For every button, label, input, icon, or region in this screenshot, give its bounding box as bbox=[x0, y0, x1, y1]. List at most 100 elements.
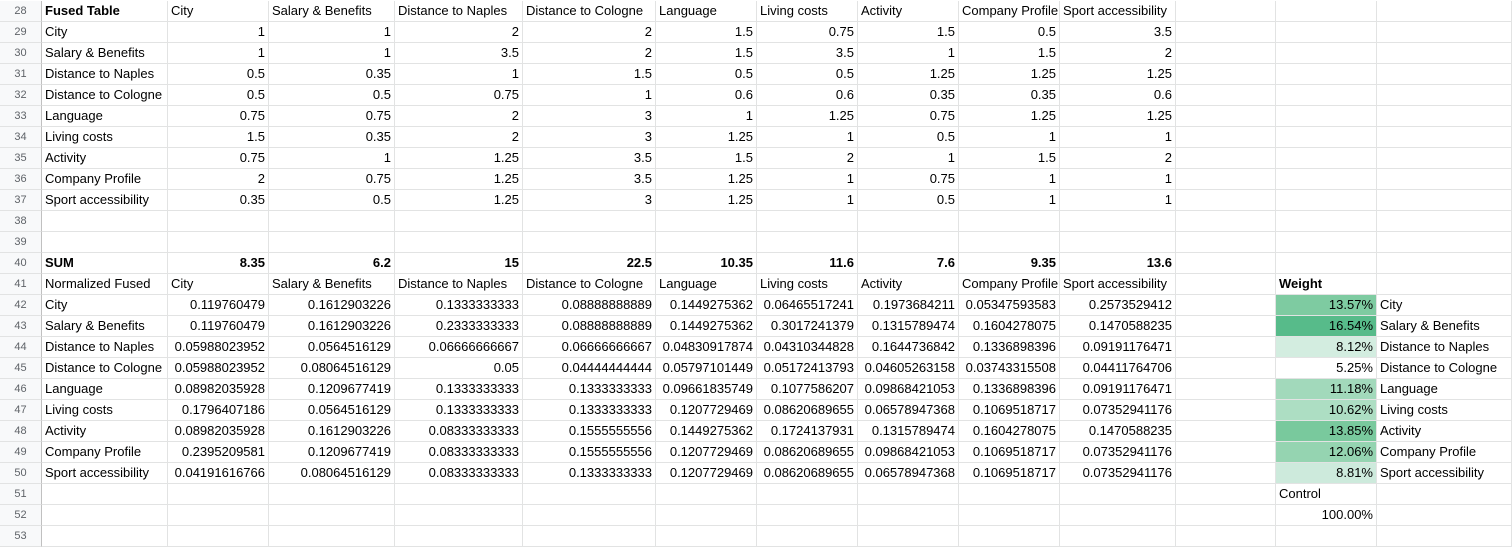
cell[interactable]: 2 bbox=[1060, 148, 1176, 169]
cell[interactable]: 0.1333333333 bbox=[395, 295, 523, 316]
cell[interactable]: Distance to Cologne bbox=[42, 85, 168, 106]
cell[interactable]: 7.6 bbox=[858, 253, 959, 274]
cell[interactable]: 16.54% bbox=[1276, 316, 1377, 337]
cell[interactable]: 0.2333333333 bbox=[395, 316, 523, 337]
cell[interactable]: 0.1069518717 bbox=[959, 442, 1060, 463]
cell[interactable] bbox=[757, 526, 858, 547]
cell[interactable]: 0.75 bbox=[757, 22, 858, 43]
cell[interactable] bbox=[1176, 316, 1276, 337]
cell[interactable]: 0.5 bbox=[858, 190, 959, 211]
cell[interactable]: 9.35 bbox=[959, 253, 1060, 274]
cell[interactable]: Language bbox=[1377, 379, 1512, 400]
cell[interactable] bbox=[656, 526, 757, 547]
cell[interactable] bbox=[395, 505, 523, 526]
cell[interactable] bbox=[395, 484, 523, 505]
row-header[interactable]: 50 bbox=[0, 463, 42, 484]
cell[interactable]: 12.06% bbox=[1276, 442, 1377, 463]
cell[interactable]: 0.1470588235 bbox=[1060, 421, 1176, 442]
row-header[interactable]: 34 bbox=[0, 127, 42, 148]
cell[interactable]: 1.25 bbox=[656, 169, 757, 190]
cell[interactable] bbox=[1176, 64, 1276, 85]
cell[interactable] bbox=[1176, 505, 1276, 526]
cell[interactable]: Sport accessibility bbox=[42, 190, 168, 211]
cell[interactable]: 15 bbox=[395, 253, 523, 274]
cell[interactable] bbox=[1176, 421, 1276, 442]
cell[interactable]: 0.1449275362 bbox=[656, 295, 757, 316]
cell[interactable]: 0.1555555556 bbox=[523, 421, 656, 442]
cell[interactable]: 3.5 bbox=[1060, 22, 1176, 43]
cell[interactable] bbox=[168, 211, 269, 232]
cell[interactable]: 0.75 bbox=[168, 148, 269, 169]
cell[interactable]: 2 bbox=[395, 127, 523, 148]
cell[interactable] bbox=[1377, 1, 1512, 22]
cell[interactable]: 0.1207729469 bbox=[656, 442, 757, 463]
cell[interactable]: 0.04830917874 bbox=[656, 337, 757, 358]
cell[interactable]: City bbox=[168, 274, 269, 295]
cell[interactable]: 0.04411764706 bbox=[1060, 358, 1176, 379]
cell[interactable] bbox=[1276, 127, 1377, 148]
cell[interactable]: 0.08888888889 bbox=[523, 316, 656, 337]
cell[interactable]: Distance to Naples bbox=[395, 274, 523, 295]
cell[interactable]: Sport accessibility bbox=[1060, 274, 1176, 295]
cell[interactable]: 0.0564516129 bbox=[269, 400, 395, 421]
cell[interactable]: Distance to Naples bbox=[1377, 337, 1512, 358]
cell[interactable]: 0.09868421053 bbox=[858, 379, 959, 400]
cell[interactable] bbox=[523, 484, 656, 505]
row-header[interactable]: 48 bbox=[0, 421, 42, 442]
cell[interactable] bbox=[1377, 232, 1512, 253]
cell[interactable]: 0.5 bbox=[858, 127, 959, 148]
cell[interactable]: 0.35 bbox=[269, 64, 395, 85]
cell[interactable]: 0.05172413793 bbox=[757, 358, 858, 379]
cell[interactable]: Company Profile bbox=[42, 442, 168, 463]
cell[interactable]: 0.75 bbox=[395, 85, 523, 106]
row-header[interactable]: 39 bbox=[0, 232, 42, 253]
cell[interactable]: Company Profile bbox=[959, 1, 1060, 22]
row-header[interactable]: 33 bbox=[0, 106, 42, 127]
cell[interactable] bbox=[656, 211, 757, 232]
cell[interactable]: 0.1333333333 bbox=[523, 400, 656, 421]
cell[interactable] bbox=[1176, 463, 1276, 484]
cell[interactable] bbox=[858, 526, 959, 547]
cell[interactable]: 0.08620689655 bbox=[757, 442, 858, 463]
cell[interactable] bbox=[1176, 190, 1276, 211]
cell[interactable]: 0.1207729469 bbox=[656, 400, 757, 421]
cell[interactable]: Living costs bbox=[757, 274, 858, 295]
cell[interactable] bbox=[269, 211, 395, 232]
cell[interactable]: 3 bbox=[523, 127, 656, 148]
cell[interactable]: 0.1333333333 bbox=[395, 379, 523, 400]
cell[interactable]: 0.04191616766 bbox=[168, 463, 269, 484]
cell[interactable]: 0.1604278075 bbox=[959, 421, 1060, 442]
row-header[interactable]: 52 bbox=[0, 505, 42, 526]
cell[interactable] bbox=[1377, 253, 1512, 274]
cell[interactable] bbox=[1176, 22, 1276, 43]
cell[interactable]: 1.25 bbox=[757, 106, 858, 127]
cell[interactable]: 0.1336898396 bbox=[959, 379, 1060, 400]
cell[interactable] bbox=[1377, 43, 1512, 64]
cell[interactable]: 0.119760479 bbox=[168, 316, 269, 337]
row-header[interactable]: 30 bbox=[0, 43, 42, 64]
cell[interactable]: Weight bbox=[1276, 274, 1377, 295]
cell[interactable] bbox=[1176, 106, 1276, 127]
row-header[interactable]: 46 bbox=[0, 379, 42, 400]
cell[interactable] bbox=[1276, 148, 1377, 169]
cell[interactable] bbox=[1377, 85, 1512, 106]
cell[interactable]: 0.2573529412 bbox=[1060, 295, 1176, 316]
cell[interactable] bbox=[1377, 169, 1512, 190]
cell[interactable]: 0.09191176471 bbox=[1060, 379, 1176, 400]
cell[interactable]: 1.5 bbox=[656, 22, 757, 43]
cell[interactable] bbox=[1276, 211, 1377, 232]
cell[interactable]: City bbox=[1377, 295, 1512, 316]
cell[interactable] bbox=[523, 505, 656, 526]
row-header[interactable]: 47 bbox=[0, 400, 42, 421]
cell[interactable] bbox=[395, 232, 523, 253]
cell[interactable] bbox=[757, 484, 858, 505]
cell[interactable] bbox=[1276, 64, 1377, 85]
cell[interactable]: 0.07352941176 bbox=[1060, 463, 1176, 484]
cell[interactable]: 1.25 bbox=[656, 190, 757, 211]
cell[interactable]: 0.1209677419 bbox=[269, 379, 395, 400]
cell[interactable]: 1.5 bbox=[858, 22, 959, 43]
row-header[interactable]: 31 bbox=[0, 64, 42, 85]
cell[interactable]: 0.119760479 bbox=[168, 295, 269, 316]
cell[interactable] bbox=[1176, 211, 1276, 232]
cell[interactable] bbox=[858, 505, 959, 526]
